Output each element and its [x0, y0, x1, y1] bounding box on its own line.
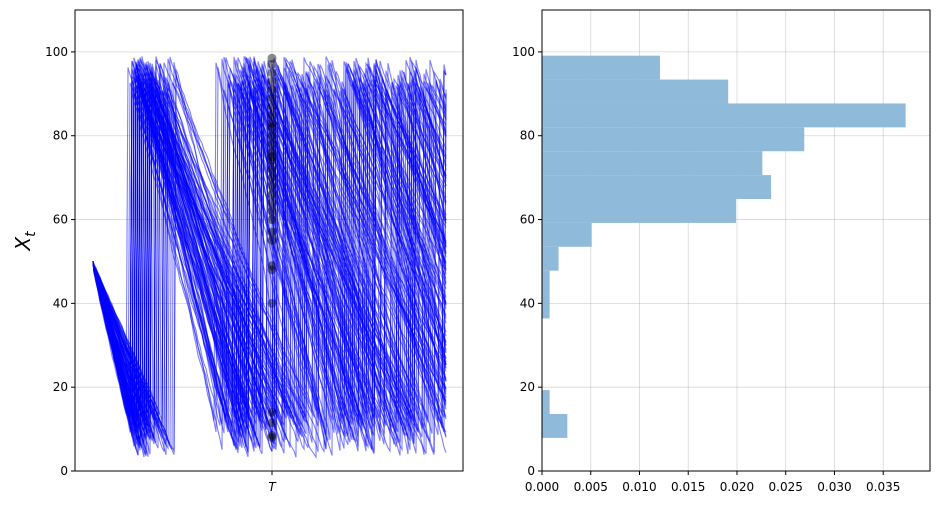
terminal-point [267, 76, 277, 86]
trajectory-line [92, 74, 447, 446]
y-tick-label: 0 [527, 464, 535, 478]
x-tick-label: 0.005 [574, 480, 608, 494]
terminal-point [267, 189, 277, 199]
histogram-plot: 0 20 40 60 80 100 0.000 0.005 0.010 0.015 0.020 0.0… [512, 9, 931, 494]
trajectories [92, 55, 447, 459]
trajectory-line [92, 65, 447, 433]
terminal-point [267, 93, 277, 103]
trajectory-line [92, 56, 447, 434]
terminal-point [267, 53, 277, 63]
y-tick-label: 20 [53, 380, 68, 394]
x-tick-label: 0.030 [817, 480, 851, 494]
histogram-bar [542, 414, 568, 438]
trajectory-plot: 0 20 40 60 80 100 T [45, 9, 464, 494]
y-tick-label: 40 [520, 296, 535, 310]
y-tick-label: 100 [512, 45, 535, 59]
terminal-point [267, 298, 277, 308]
trajectory-line [92, 60, 447, 456]
terminal-point [267, 261, 277, 271]
terminal-point [267, 198, 277, 208]
trajectory-line [92, 57, 447, 452]
y-tick-label: 40 [53, 296, 68, 310]
histogram-bar [542, 294, 550, 319]
trajectory-line [92, 57, 447, 440]
y-tick-label: 80 [53, 129, 68, 143]
terminal-point [267, 122, 277, 132]
terminal-point [267, 147, 277, 157]
x-tick-label: 0.010 [622, 480, 656, 494]
trajectory-line [92, 57, 447, 449]
terminal-point [267, 430, 277, 440]
y-tick-label: 0 [60, 464, 68, 478]
y-tick-label: 20 [520, 380, 535, 394]
x-tick-label: T [268, 480, 277, 494]
histogram-bar [542, 390, 550, 415]
trajectory-line [92, 56, 447, 455]
terminal-point [267, 131, 277, 141]
histogram-bar [542, 199, 736, 223]
terminal-point [267, 407, 277, 417]
terminal-point [267, 156, 277, 166]
y-tick-label: 60 [520, 213, 535, 227]
trajectory-line [92, 81, 447, 443]
axes-frame [74, 9, 464, 472]
histogram-bar [542, 55, 660, 80]
terminal-point [267, 418, 277, 428]
terminal-point [267, 173, 277, 183]
trajectory-line [92, 65, 447, 452]
y-tick-label: 80 [520, 129, 535, 143]
trajectory-line [92, 64, 447, 438]
terminal-point [267, 68, 277, 78]
terminal-point [267, 227, 277, 237]
trajectory-line [92, 79, 447, 447]
trajectory-line [92, 73, 447, 444]
terminal-point [267, 181, 277, 191]
x-tick-label: 0.025 [769, 480, 803, 494]
terminal-point [267, 59, 277, 69]
terminal-point [267, 101, 277, 111]
histogram-bar [542, 103, 906, 128]
terminal-point [267, 110, 277, 120]
terminal-point [267, 139, 277, 149]
y-tick-label: 60 [53, 213, 68, 227]
trajectory-line [92, 63, 447, 453]
terminal-point [267, 215, 277, 225]
axes-frame [541, 9, 931, 472]
trajectory-line [92, 56, 447, 450]
terminal-point [267, 85, 277, 95]
trajectory-line [92, 56, 447, 445]
trajectory-line [92, 65, 447, 437]
histogram-bar [542, 270, 550, 295]
terminal-point [267, 152, 277, 162]
trajectory-line [92, 80, 447, 451]
terminal-point [267, 206, 277, 216]
trajectory-line [92, 60, 447, 457]
trajectory-line [92, 67, 447, 451]
terminal-point [267, 164, 277, 174]
terminal-point [267, 432, 277, 442]
x-tick-label: 0.035 [866, 480, 900, 494]
histogram-bar [542, 151, 763, 176]
x-tick-label: 0.015 [671, 480, 705, 494]
terminal-point [267, 265, 277, 275]
trajectory-line [92, 86, 447, 459]
y-axis-label: Xt [11, 231, 39, 252]
histogram-bar [542, 127, 805, 152]
terminal-point [267, 236, 277, 245]
histogram-bar [542, 246, 559, 271]
trajectory-line [92, 60, 447, 440]
histogram-bar [542, 79, 729, 104]
terminal-point [267, 118, 277, 128]
histogram-bar [542, 175, 772, 200]
y-tick-label: 100 [45, 45, 68, 59]
x-tick-label: 0.000 [525, 480, 559, 494]
histogram-bar [542, 222, 592, 247]
x-tick-label: 0.020 [720, 480, 754, 494]
